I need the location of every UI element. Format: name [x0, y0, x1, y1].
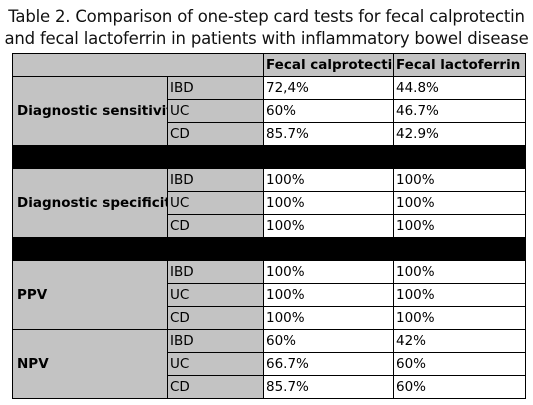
- divider-row: [12, 237, 526, 261]
- subgroup-label: CD: [167, 375, 264, 399]
- value-cell: 100%: [393, 283, 526, 307]
- data-row: UC 100% 100%: [13, 283, 526, 307]
- value-cell: 66.7%: [263, 352, 394, 376]
- subgroup-label: IBD: [167, 168, 264, 192]
- value-cell: 42.9%: [393, 122, 526, 146]
- subgroup-label: CD: [167, 122, 264, 146]
- value-cell: 85.7%: [263, 375, 394, 399]
- divider-cell: [12, 237, 526, 261]
- value-cell: 100%: [393, 168, 526, 192]
- value-cell: 42%: [393, 329, 526, 353]
- subgroup-label: IBD: [167, 76, 264, 100]
- data-row: CD 100% 100%: [13, 306, 526, 330]
- header-blank: [12, 53, 264, 77]
- subgroup-label: UC: [167, 352, 264, 376]
- group-label: PPV: [12, 260, 168, 330]
- title-line: and fecal lactoferrin in patients with i…: [4, 29, 529, 48]
- subgroup-label: IBD: [167, 260, 264, 284]
- data-row: UC 100% 100%: [13, 191, 526, 215]
- data-row: Diagnostic specificity IBD 100% 100%: [12, 168, 526, 238]
- data-row: UC 60% 46.7%: [13, 99, 526, 123]
- value-cell: 72,4%: [263, 76, 394, 100]
- subgroup-label: IBD: [167, 329, 264, 353]
- value-cell: 46.7%: [393, 99, 526, 123]
- header-row: Fecal calprotectin Fecal lactoferrin: [12, 53, 526, 77]
- group-label: Diagnostic specificity: [12, 168, 168, 238]
- value-cell: 100%: [393, 191, 526, 215]
- data-row: CD 85.7% 42.9%: [13, 122, 526, 146]
- table-title: Table 2. Comparison of one-step card tes…: [0, 6, 533, 50]
- column-header: Fecal lactoferrin: [393, 53, 526, 77]
- value-cell: 60%: [393, 375, 526, 399]
- value-cell: 100%: [393, 306, 526, 330]
- group-label: NPV: [12, 329, 168, 399]
- subgroup-label: UC: [167, 191, 264, 215]
- comparison-table: Fecal calprotectin Fecal lactoferrin Diagn…: [12, 53, 526, 399]
- value-cell: 60%: [393, 352, 526, 376]
- value-cell: 60%: [263, 99, 394, 123]
- divider-cell: [12, 145, 526, 169]
- subgroup-label: UC: [167, 99, 264, 123]
- value-cell: 60%: [263, 329, 394, 353]
- data-row: CD 100% 100%: [13, 214, 526, 238]
- value-cell: 85.7%: [263, 122, 394, 146]
- value-cell: 100%: [263, 306, 394, 330]
- value-cell: 100%: [263, 191, 394, 215]
- subgroup-label: CD: [167, 306, 264, 330]
- value-cell: 100%: [263, 260, 394, 284]
- value-cell: 100%: [263, 283, 394, 307]
- group-label: Diagnostic sensitivity: [12, 76, 168, 146]
- divider-row: [12, 145, 526, 169]
- column-header: Fecal calprotectin: [263, 53, 394, 77]
- title-line: Table 2. Comparison of one-step card tes…: [8, 7, 525, 26]
- subgroup-label: CD: [167, 214, 264, 238]
- data-row: PPV IBD 100% 100%: [12, 260, 526, 330]
- data-row: NPV IBD 60% 42%: [12, 329, 526, 399]
- data-row: Diagnostic sensitivity IBD 72,4% 44.8%: [12, 76, 526, 146]
- value-cell: 100%: [393, 214, 526, 238]
- value-cell: 100%: [263, 214, 394, 238]
- value-cell: 44.8%: [393, 76, 526, 100]
- value-cell: 100%: [263, 168, 394, 192]
- subgroup-label: UC: [167, 283, 264, 307]
- data-row: CD 85.7% 60%: [13, 375, 526, 399]
- value-cell: 100%: [393, 260, 526, 284]
